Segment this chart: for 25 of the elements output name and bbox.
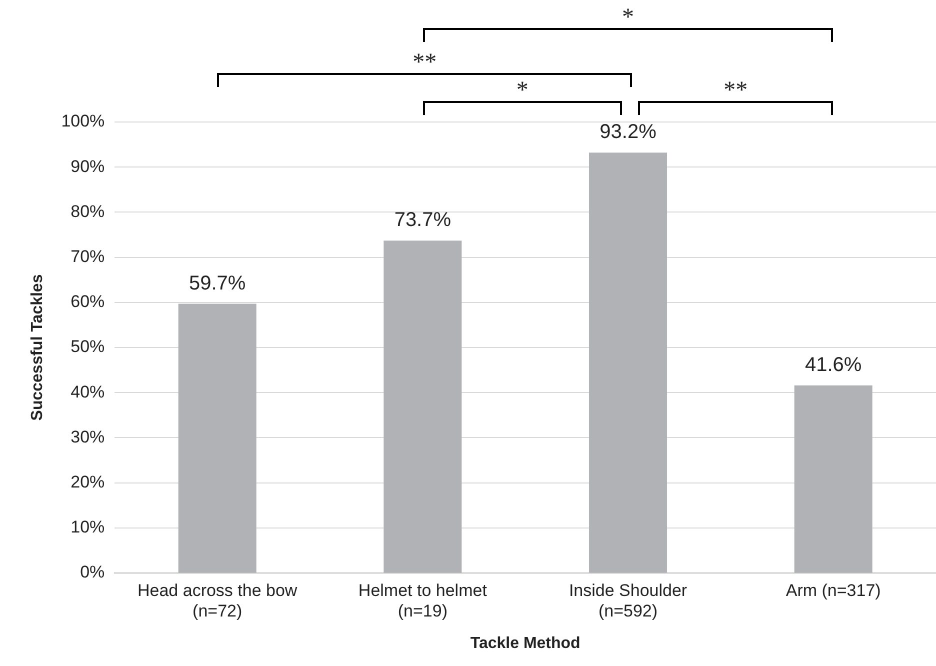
text: ** — [724, 77, 748, 104]
data-label: 73.7% — [394, 209, 452, 232]
x-tick-label: Head across the bow (n=72) — [137, 580, 298, 620]
y-tick-label: 20% — [70, 472, 105, 492]
y-tick-label: 60% — [70, 292, 105, 312]
y-tick-label: 70% — [70, 246, 105, 266]
y-tick-label: 0% — [80, 562, 105, 582]
y-tick-label: 30% — [70, 427, 105, 446]
x-tick-label: Inside Shoulder (n=592) — [568, 580, 688, 620]
y-tick-label: 90% — [70, 156, 105, 176]
y-tick-label: 10% — [70, 518, 105, 537]
y-tick-label: 40% — [70, 382, 105, 402]
data-label: 93.2% — [600, 121, 657, 144]
x-tick-label: Helmet to helmet (n=19) — [358, 580, 488, 620]
text: ** — [412, 49, 437, 76]
data-label: 59.7% — [188, 272, 246, 294]
data-label: 41.6% — [804, 354, 862, 376]
x-tick-label: Arm (n=317) — [786, 580, 881, 600]
y-tick-label: 100% — [61, 112, 105, 131]
text: * — [516, 77, 528, 104]
text: * — [622, 4, 634, 30]
y-tick-label: 50% — [70, 337, 105, 356]
y-tick-label: 80% — [70, 202, 105, 221]
x-axis-title: Tackle Method — [470, 634, 580, 652]
y-axis-title: Successful Tackles — [29, 274, 46, 421]
